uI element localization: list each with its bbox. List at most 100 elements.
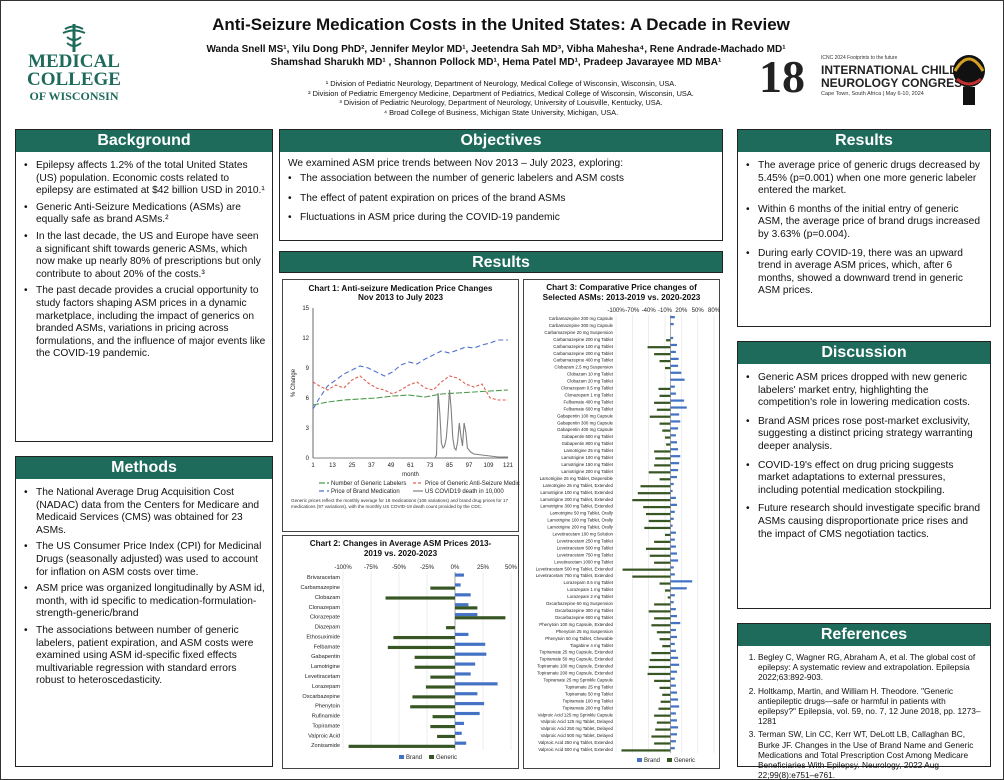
chart3-x-tick: -10% xyxy=(658,308,673,314)
chart1-legend-label: Price of Generic Anti-Seizure Medication xyxy=(425,481,520,487)
chart3-category-label: Levetiracetam 750 mg Tablet xyxy=(557,552,614,557)
chart3-bar-brand xyxy=(670,614,677,618)
chart3-category-label: Levetiracetam 100 mg Solution xyxy=(552,532,613,537)
chart3-bar-generic xyxy=(648,610,671,613)
chart3-category-label: Felbamate 400 mg Tablet xyxy=(564,399,614,404)
chart3-category-label: Lorazepam 1 mg Tablet xyxy=(567,587,614,592)
chart3-bar-generic xyxy=(645,547,671,550)
chart3-box: Chart 3: Comparative Price changes of Se… xyxy=(523,279,721,769)
chart3-category-label: Topiramate 100 mg Capsule, Extended xyxy=(537,664,613,669)
chart3-bar-generic xyxy=(666,339,671,342)
chart3-bar-generic xyxy=(632,575,671,578)
chart3-bar-brand xyxy=(670,406,687,409)
chart3-category-label: Carbamazepine 200 mg Capsule xyxy=(549,316,614,321)
poster-title: Anti-Seizure Medication Costs in the Uni… xyxy=(212,15,790,34)
chart3-category-label: Clobazam 20 mg Tablet xyxy=(567,379,614,384)
chart3-bar-generic xyxy=(621,749,671,752)
chart3-bar-generic xyxy=(632,499,671,502)
chart3-bar-generic xyxy=(640,485,671,488)
chart3-x-tick: 80% xyxy=(708,308,721,314)
chart2-x-tick: 50% xyxy=(505,565,518,571)
chart3-category-label: Lamotrigine 150 mg Tablet xyxy=(561,462,613,467)
chart3-bar-generic xyxy=(654,742,671,745)
chart3-bar-generic xyxy=(659,478,671,481)
chart3-category-label: Carbamazepine 100 mg Tablet xyxy=(553,344,613,349)
mcw-logo: MEDICAL COLLEGE OF WISCONSIN xyxy=(19,23,129,107)
chart3-bar-brand xyxy=(670,517,674,520)
chart3-category-label: Valproic Acid 250 mg Tablet, Extended xyxy=(538,740,613,745)
chart2-bar-generic xyxy=(455,606,478,610)
chart3-bar-brand xyxy=(670,448,679,451)
chart1-y-tick: 0 xyxy=(306,456,310,462)
list-item: Brand ASM prices rose post-market exclus… xyxy=(746,416,984,454)
chart3-category-label: Valproic Acid 125 mg Sprinkle Capsule xyxy=(538,712,614,717)
methods-section: Methods The National Average Drug Acquis… xyxy=(15,456,273,767)
chart3-bar-generic xyxy=(643,505,671,509)
chart2-category-label: Topiramate xyxy=(312,723,340,729)
chart3-category-label: Levetiracetam 750 mg Tablet, Extended xyxy=(536,573,614,578)
chart3-category-label: Clobazam 10 mg Tablet xyxy=(567,372,614,377)
chart2-bar-generic xyxy=(446,626,455,630)
chart3-bar-brand xyxy=(670,441,677,444)
chart3-bar-generic xyxy=(654,714,671,717)
chart3-bar-brand xyxy=(670,545,676,548)
chart3-category-label: Clonazepam 1 mg Tablet xyxy=(565,392,614,397)
chart3-category-label: Oxcarbazepine 600 mg Tablet xyxy=(555,615,614,620)
chart2-bar-brand xyxy=(455,692,478,696)
chart3-bar-generic xyxy=(665,366,671,370)
chart3-bar-generic xyxy=(647,346,671,349)
chart3-bar-brand xyxy=(670,371,682,374)
chart3-bar-brand xyxy=(670,587,687,590)
chart3-bar-brand xyxy=(670,510,675,513)
chart2-bar-brand xyxy=(455,731,462,735)
chart2-legend-label: Brand xyxy=(406,755,422,761)
chart2-bar-brand xyxy=(455,682,498,686)
chart3-bar-brand xyxy=(670,663,680,666)
chart3-bar-generic xyxy=(659,359,671,363)
chart3-bar-generic xyxy=(654,401,671,404)
chart1-note: Generic prices reflect the monthly avera… xyxy=(291,498,509,509)
objectives-heading: Objectives xyxy=(280,130,722,152)
references-list: Begley C, Wagner RG, Abraham A, et al. T… xyxy=(738,652,990,780)
chart3-bar-generic xyxy=(648,471,671,474)
chart1-x-label: month xyxy=(402,472,419,478)
chart2-bar-generic xyxy=(430,586,455,590)
chart2-bar-generic xyxy=(430,675,455,679)
chart2-plot: -100% -75% -50% -25% 0% 25% 50% Brivaracetam Car… xyxy=(301,565,518,761)
list-item: The average price of generic drugs decre… xyxy=(746,160,984,198)
chart3-category-label: Lamotrigine 25 mg Tablet xyxy=(564,448,614,453)
chart2-category-label: Levetiracetam xyxy=(305,674,340,680)
affiliation-1: ¹ Division of Pediatric Neurology, Depar… xyxy=(325,79,677,88)
chart3-bar-generic xyxy=(665,589,671,592)
chart2-bar-brand xyxy=(455,593,471,597)
chart2-x-tick: 25% xyxy=(477,565,490,571)
background-section: Background Epilepsy affects 1.2% of the … xyxy=(15,129,273,442)
chart3-bar-brand xyxy=(670,427,679,430)
chart2-bar-brand xyxy=(455,652,487,656)
chart3-bar-generic xyxy=(644,526,671,530)
chart3-bar-generic xyxy=(656,631,671,634)
chart3-bar-generic xyxy=(662,429,671,432)
chart3-bar-generic xyxy=(659,394,671,397)
chart3-bar-generic xyxy=(656,721,671,724)
chart1-series-line xyxy=(312,389,509,406)
chart3-bar-brand xyxy=(670,580,693,583)
icnc-big1: INTERNATIONAL CHILD xyxy=(821,63,958,77)
chart1-x-tick: 73 xyxy=(427,463,434,469)
chart3-plot: -100% -70% -40% -10% 20% 50% 80% Carbamazepine … xyxy=(536,308,721,764)
chart3-category-label: Valproic Acid 250 mg Tablet, Delayed xyxy=(541,726,614,731)
chart3-bar-generic xyxy=(667,596,671,599)
references-heading: References xyxy=(738,624,990,646)
chart2-bar-generic xyxy=(385,596,455,600)
affiliation-3: ³ Division of Pediatric Neurology, Depar… xyxy=(339,98,663,108)
chart3-bar-generic xyxy=(622,568,671,571)
chart3-category-label: Lorazepam 2 mg Tablet xyxy=(567,594,614,599)
chart1-x-tick: 109 xyxy=(483,463,494,469)
chart2-legend-swatch xyxy=(399,755,404,759)
chart2-category-label: Zonisamide xyxy=(311,743,340,749)
chart3-category-label: Lamotrigine 200 mg Tablet, Extended xyxy=(540,497,613,502)
chart3-category-label: Lamotrigine 300 mg Tablet, Extended xyxy=(540,504,613,509)
chart3-category-label: Topiramate 50 mg Capsule, Extended xyxy=(540,657,614,662)
chart3-bar-brand xyxy=(670,420,681,423)
